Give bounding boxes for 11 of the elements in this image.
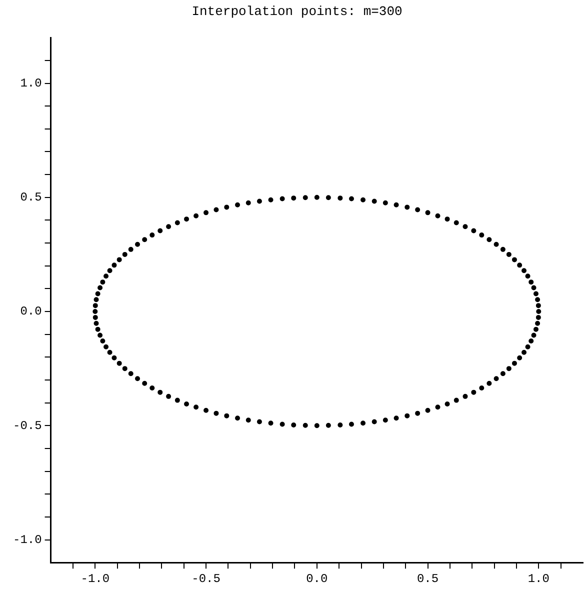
x-tick-label: -1.0 [80,572,110,586]
y-tick-label: 0.5 [20,190,42,205]
y-tick-label: 1.0 [20,76,42,90]
x-tick-label: 1.0 [528,572,550,586]
x-tick-label: 0.5 [416,572,439,586]
x-tick-label: -0.5 [192,572,220,586]
y-tick-label: -0.5 [12,418,42,433]
x-tick-label: 0.0 [306,572,328,586]
y-tick-label: 0.0 [20,304,42,319]
chart-title: Interpolation points: m=300 [192,4,402,20]
y-tick-label: -1.0 [12,532,42,547]
